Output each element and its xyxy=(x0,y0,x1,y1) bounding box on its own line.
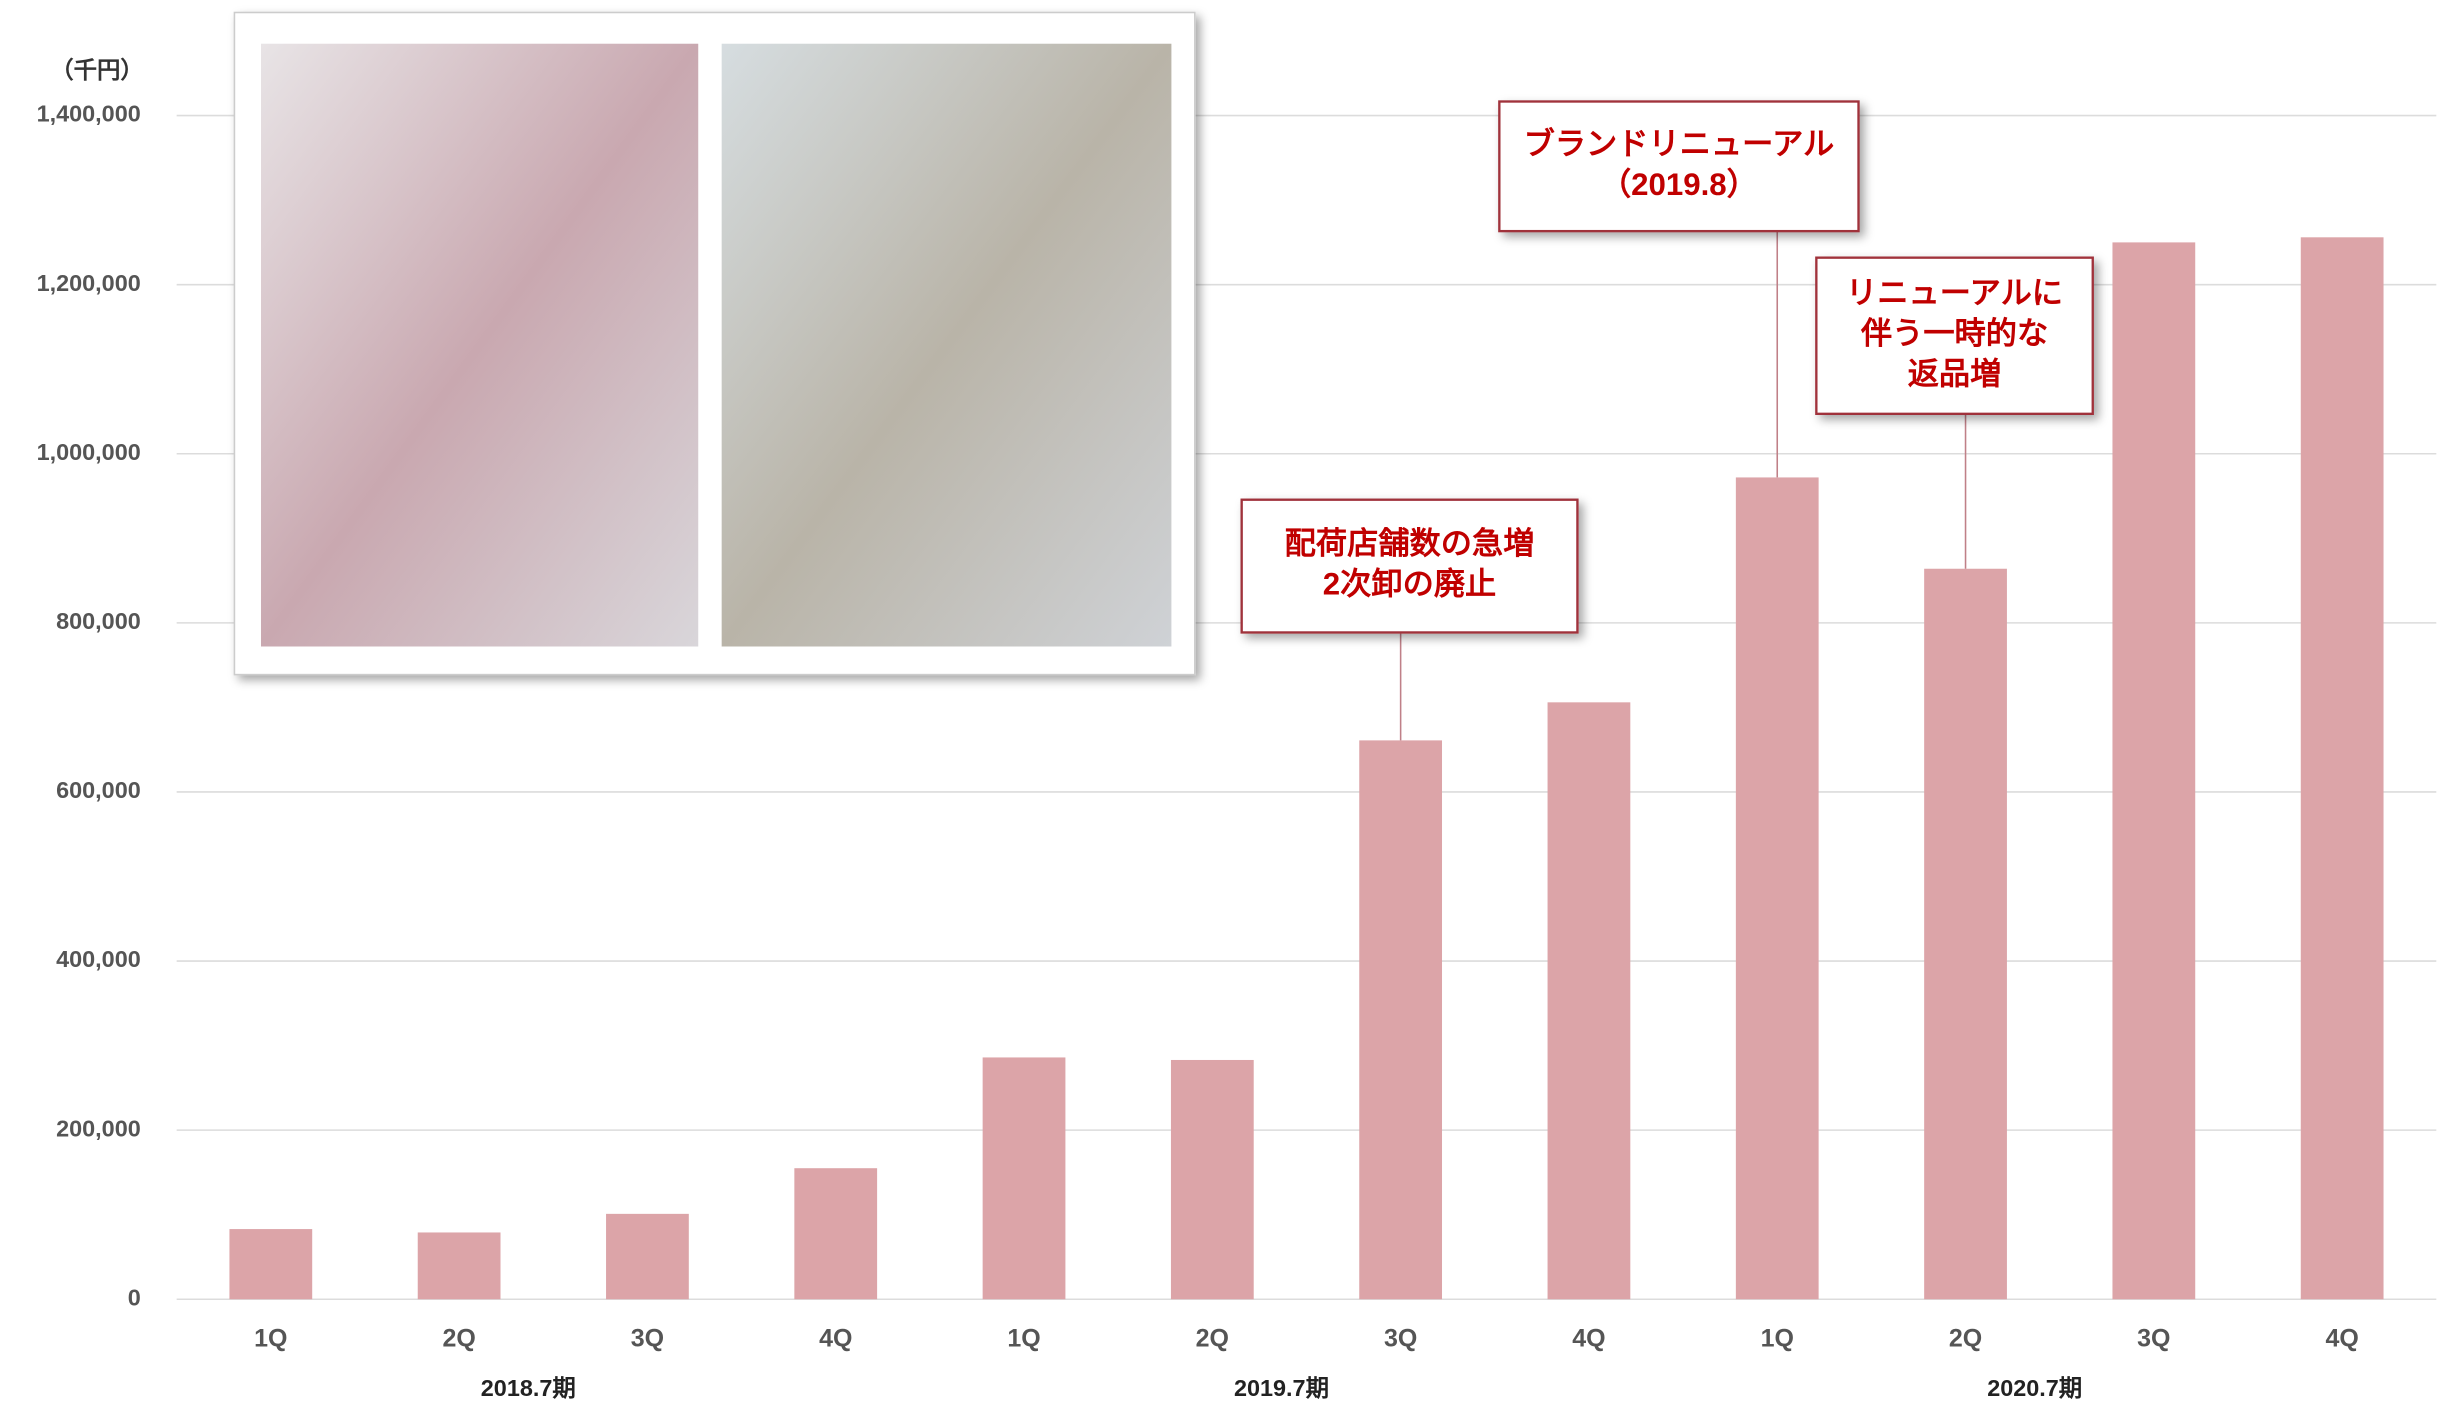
bar xyxy=(417,1232,501,1300)
x-tick-label: 3Q xyxy=(2137,1324,2170,1352)
unit-label: （千円） xyxy=(50,57,144,83)
bar xyxy=(1924,568,2007,1300)
x-tick-label: 1Q xyxy=(1007,1324,1040,1352)
x-tick-label: 3Q xyxy=(631,1324,664,1352)
bar xyxy=(794,1168,878,1300)
photo-inset xyxy=(233,11,1196,676)
bar xyxy=(2300,237,2384,1300)
bar xyxy=(229,1229,313,1300)
callout-text: 2次卸の廃止 xyxy=(1323,567,1496,602)
bars: 1Q 2Q 3Q 4Q 1Q 2Q 3Q 4Q 1Q 2Q 3Q 4Q 2018.7期 2019.7期 20… xyxy=(229,237,2384,1401)
callout-text: 返品増 xyxy=(1908,357,2002,392)
y-tick-label: 200,000 xyxy=(56,1115,141,1141)
bar xyxy=(606,1213,689,1300)
callout-text: リニューアルに xyxy=(1846,275,2063,310)
y-tick-label: 800,000 xyxy=(56,608,141,634)
annotations: 配荷店舗数の急増 2次卸の廃止 ブランドリニューアル （2019.8） リニューアルに伴… xyxy=(1240,100,2094,741)
photo xyxy=(721,43,1172,647)
x-tick-label: 1Q xyxy=(1761,1324,1794,1352)
callout-box xyxy=(1498,100,1860,233)
x-tick-label: 2Q xyxy=(442,1324,475,1352)
bar xyxy=(1359,740,1443,1300)
callout-text: 伴う一時的な xyxy=(1860,316,2048,351)
callout-text: 配荷店舗数の急増 xyxy=(1285,526,1535,561)
x-tick-label: 2Q xyxy=(1949,1324,1982,1352)
y-tick-label: 400,000 xyxy=(56,946,141,972)
y-tick-label: 1,000,000 xyxy=(37,439,141,465)
x-tick-label: 4Q xyxy=(819,1324,852,1352)
x-tick-label: 4Q xyxy=(1572,1324,1605,1352)
bar xyxy=(1547,702,1631,1300)
photo xyxy=(260,43,699,647)
y-tick-label: 0 xyxy=(128,1284,141,1310)
group-label: 2019.7期 xyxy=(1234,1375,1329,1401)
bar xyxy=(1170,1059,1254,1300)
callout-text: ブランドリニューアル xyxy=(1524,126,1835,161)
x-tick-label: 4Q xyxy=(2325,1324,2358,1352)
y-tick-label: 1,200,000 xyxy=(37,270,141,296)
bar xyxy=(1735,477,1819,1300)
x-tick-label: 2Q xyxy=(1196,1324,1229,1352)
group-label: 2018.7期 xyxy=(481,1375,576,1401)
callout-box xyxy=(1815,256,2094,415)
x-tick-label: 1Q xyxy=(254,1324,287,1352)
y-tick-label: 600,000 xyxy=(56,777,141,803)
x-tick-label: 3Q xyxy=(1384,1324,1417,1352)
bar xyxy=(982,1057,1066,1300)
group-label: 2020.7期 xyxy=(1987,1375,2082,1401)
callout-text: （2019.8） xyxy=(1600,167,1758,202)
bar xyxy=(2112,242,2196,1300)
y-tick-label: 1,400,000 xyxy=(37,101,141,127)
callout-box xyxy=(1240,498,1579,634)
